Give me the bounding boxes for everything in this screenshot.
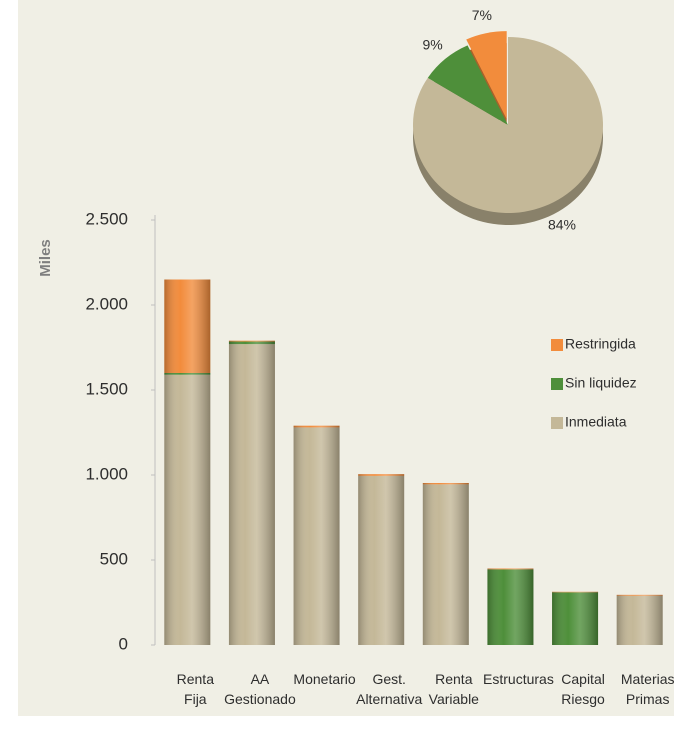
label-line: Alternativa [356, 691, 422, 707]
x-tick-label: Renta Fija [177, 671, 215, 707]
label-line: Gest. [372, 671, 405, 687]
pie-slice [466, 31, 507, 120]
legend-swatch [551, 417, 563, 429]
y-tick-label: 1.000 [85, 464, 128, 483]
x-tick-label: AA Gestionado [224, 671, 296, 707]
x-tick-label: Estructuras [483, 671, 554, 687]
x-tick-label: Renta Variable [429, 671, 480, 707]
bar-shade [616, 594, 663, 645]
bar-shade [552, 591, 599, 645]
data-label: 9% [422, 36, 442, 52]
bar-shade [358, 474, 405, 645]
bar-shade [422, 482, 469, 645]
y-axis-label: Miles [37, 239, 54, 277]
label-line: Renta [177, 671, 215, 687]
legend-label: Sin liquidez [565, 375, 637, 391]
legend-label: Inmediata [565, 414, 627, 430]
label-line: Renta [435, 671, 473, 687]
y-tick-label: 2.500 [85, 209, 128, 228]
label-line: Estructuras [483, 671, 554, 687]
legend-swatch [551, 378, 563, 390]
data-label: 84% [548, 217, 576, 233]
legend-label: Restringida [565, 336, 636, 352]
label-line: AA [251, 671, 270, 687]
x-tick-label: Capital Riesgo [561, 671, 605, 707]
label-line: Capital [561, 671, 605, 687]
label-line: Riesgo [561, 691, 605, 707]
y-tick-label: 2.000 [85, 294, 128, 313]
pie-slice [412, 37, 603, 213]
legend-swatch [551, 339, 563, 351]
x-tick-label: Monetario [293, 671, 355, 687]
label-line: Primas [626, 691, 670, 707]
label-line: Fija [184, 691, 207, 707]
y-tick-label: 500 [100, 549, 128, 568]
label-line: Gestionado [224, 691, 296, 707]
y-tick-label: 0 [119, 634, 128, 653]
bar-shade [487, 568, 534, 645]
label-line: Materias [621, 671, 674, 687]
pie-slice [427, 45, 508, 125]
x-tick-label: Materias Primas [621, 671, 674, 707]
bar-shade [228, 340, 275, 645]
y-tick-label: 1.500 [85, 379, 128, 398]
x-tick-label: Gest. Alternativa [356, 671, 422, 707]
label-line: Monetario [293, 671, 355, 687]
data-label: 7% [472, 7, 492, 23]
label-line: Variable [429, 691, 480, 707]
bar-shade [293, 425, 340, 645]
bar-shade [164, 279, 211, 645]
